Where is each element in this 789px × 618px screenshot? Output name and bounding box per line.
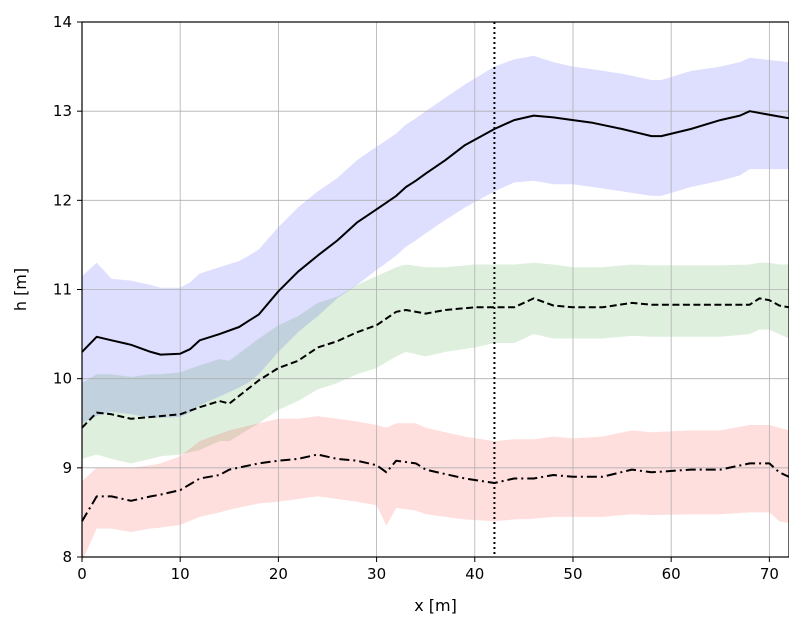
confidence-bands [82, 55, 789, 562]
y-tick-label: 11 [53, 281, 72, 299]
series-line-3-dashdot [81, 453, 789, 522]
x-tick-label: 30 [367, 565, 386, 583]
x-axis-label: x [m] [414, 596, 457, 615]
y-tick-label: 9 [62, 459, 72, 477]
y-tick-label: 10 [53, 370, 72, 388]
y-tick-label: 14 [53, 13, 72, 31]
x-tick-label: 40 [465, 565, 484, 583]
y-tick-label: 8 [62, 548, 72, 566]
confidence-band-2 [82, 262, 789, 464]
x-tick-label: 70 [760, 565, 779, 583]
y-tick-label: 13 [53, 102, 72, 120]
y-axis-label: h [m] [11, 268, 30, 311]
y-tick-label: 12 [53, 191, 72, 209]
x-tick-label: 50 [563, 565, 582, 583]
series-line-1-solid [81, 110, 789, 356]
y-axis-ticks: 8 9 10 11 12 13 14 [53, 13, 82, 566]
x-tick-label: 60 [662, 565, 681, 583]
x-axis-ticks: 0 10 20 30 40 50 60 70 [77, 557, 779, 583]
series-lines [81, 110, 789, 522]
x-tick-label: 20 [269, 565, 288, 583]
confidence-band-1 [82, 55, 789, 424]
confidence-band-3 [82, 416, 789, 562]
series-line-2-dashed [81, 297, 789, 429]
x-tick-label: 0 [77, 565, 87, 583]
x-tick-label: 10 [171, 565, 190, 583]
